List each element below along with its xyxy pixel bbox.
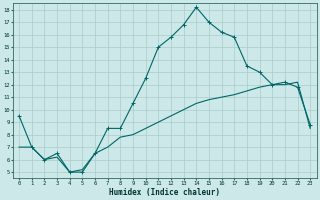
X-axis label: Humidex (Indice chaleur): Humidex (Indice chaleur) <box>109 188 220 197</box>
